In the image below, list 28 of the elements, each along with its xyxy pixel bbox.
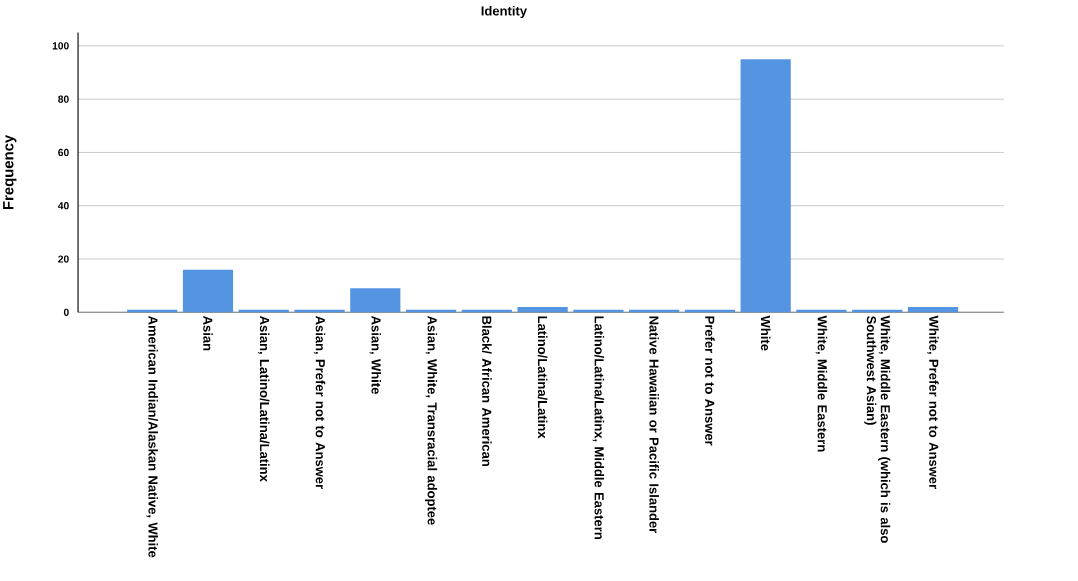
y-tick-label: 40 (57, 202, 69, 210)
chart-title: Identity (481, 6, 527, 19)
x-tick-label: White (760, 315, 771, 351)
x-tick-label: American Indian/Alaskan Native, White (146, 315, 158, 558)
bar (182, 269, 234, 313)
x-tick-label: Asian, Latino/Latina/Latinx (258, 315, 270, 482)
y-tick-label: 20 (58, 255, 69, 263)
y-tick-label: 0 (63, 308, 69, 316)
bar (907, 307, 959, 313)
x-tick-label: Latino/Latina/Latinx, Middle Eastern (592, 316, 605, 539)
x-tick-label: Native Hawaiian or Pacific Islander (649, 316, 659, 534)
x-tick-label: White, Middle Eastern (815, 315, 828, 452)
y-axis-title: Frequency (3, 134, 17, 210)
x-tick-label: Latino/Latina/Latinx (537, 316, 548, 439)
x-tick-label: Asian (203, 315, 213, 351)
bar (740, 59, 791, 313)
x-tick-label: White, Middle Eastern (which is also Southwest Asian) (864, 315, 891, 543)
x-tick-label: Prefer not to Answer (705, 316, 715, 446)
bar (350, 288, 401, 313)
x-tick-label: Black/ African American (481, 316, 492, 466)
bar (517, 307, 568, 313)
x-tick-label: White, Prefer not to Answer (927, 315, 939, 489)
y-tick-label: 100 (52, 42, 69, 50)
x-tick-label: Asian, White, Transracial adoptee (425, 315, 438, 525)
y-tick-label: 80 (58, 95, 69, 103)
x-tick-label: Asian, Prefer not to Answer (313, 315, 326, 489)
y-tick-label: 60 (58, 148, 69, 157)
x-tick-label: Asian, White (369, 315, 382, 394)
